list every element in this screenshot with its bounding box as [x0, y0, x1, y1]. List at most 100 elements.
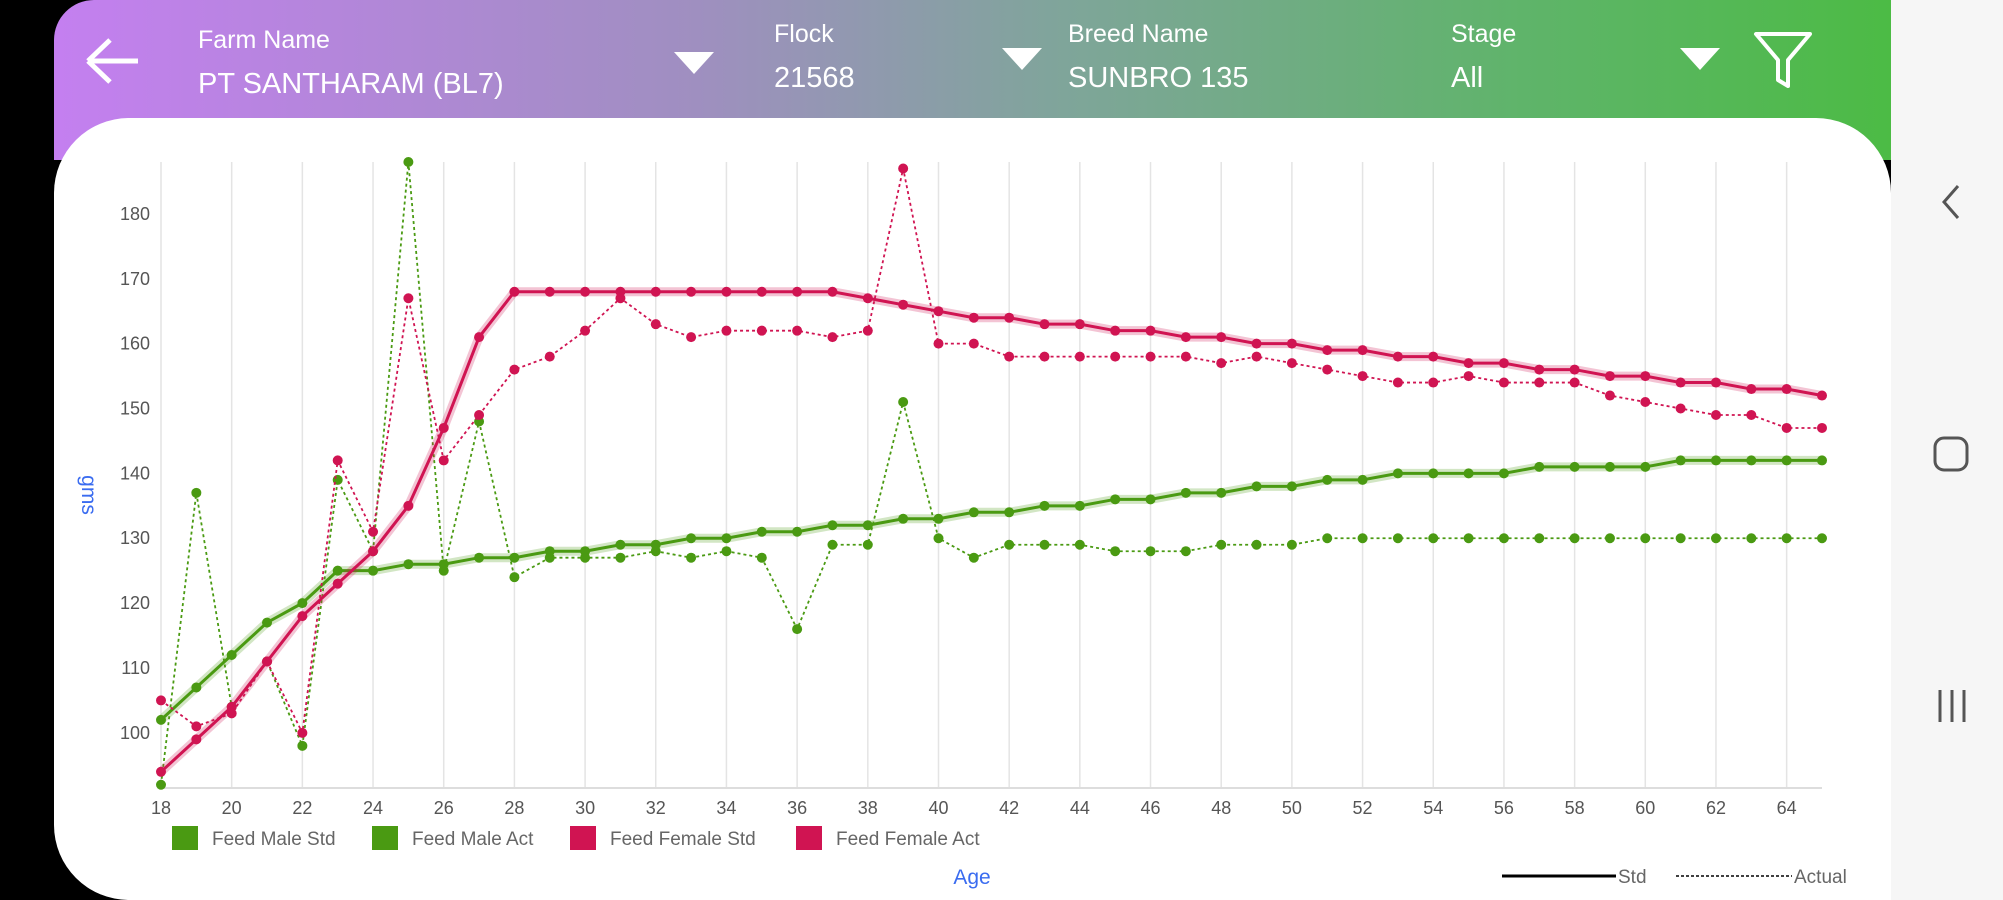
data-point: [1251, 539, 1262, 550]
series-line-feed-female-std: [159, 290, 1823, 773]
data-point: [368, 565, 379, 576]
data-point: [1463, 371, 1474, 382]
data-point: [1675, 403, 1686, 414]
data-point: [156, 766, 166, 777]
data-point: [1675, 377, 1686, 388]
x-tick-label: 22: [292, 798, 312, 818]
y-tick-label: 110: [121, 658, 150, 678]
data-point: [1392, 351, 1403, 362]
legend-swatch: [570, 826, 596, 850]
y-tick-label: 100: [120, 723, 150, 743]
y-tick-label: 170: [120, 269, 150, 289]
data-point: [1428, 533, 1439, 544]
y-tick-label: 120: [120, 593, 150, 613]
data-point: [721, 546, 732, 557]
data-point: [1746, 455, 1757, 466]
data-point: [1216, 487, 1227, 498]
x-tick-label: 28: [504, 798, 524, 818]
data-point: [226, 650, 237, 661]
back-arrow-icon[interactable]: [84, 36, 142, 86]
data-point: [1463, 468, 1474, 479]
data-point: [792, 526, 803, 537]
data-point: [1286, 338, 1297, 349]
data-point: [1074, 539, 1085, 550]
stage-value[interactable]: All: [1451, 62, 1484, 94]
x-tick-label: 62: [1706, 798, 1726, 818]
data-point: [1498, 533, 1509, 544]
data-point: [1534, 377, 1545, 388]
data-point: [1322, 345, 1333, 356]
data-point: [1216, 539, 1227, 550]
data-point: [862, 520, 873, 531]
data-point: [1392, 468, 1403, 479]
data-point: [1004, 539, 1015, 550]
data-point: [933, 513, 944, 524]
data-point: [756, 286, 767, 297]
data-point: [1357, 533, 1368, 544]
data-point: [1710, 377, 1721, 388]
y-tick-label: 160: [120, 334, 150, 354]
data-point: [1004, 351, 1015, 362]
data-point: [721, 286, 732, 297]
x-tick-label: 60: [1635, 798, 1655, 818]
farm-dropdown-caret-icon[interactable]: [674, 52, 714, 74]
data-point: [1039, 351, 1050, 362]
farm-name-value[interactable]: PT SANTHARAM (BL7): [198, 68, 504, 100]
x-tick-label: 44: [1070, 798, 1090, 818]
data-point: [1004, 312, 1015, 323]
nav-recents-icon[interactable]: [1932, 686, 1972, 726]
nav-back-icon[interactable]: [1938, 182, 1964, 222]
data-point: [1180, 487, 1191, 498]
data-point: [1498, 358, 1509, 369]
data-point: [1110, 546, 1121, 557]
data-point: [792, 624, 803, 635]
data-point: [1004, 507, 1015, 518]
data-point: [1357, 345, 1368, 356]
data-point: [686, 533, 697, 544]
breed-name-label: Breed Name: [1068, 20, 1209, 48]
data-point: [792, 325, 803, 336]
data-point: [1569, 377, 1580, 388]
stage-dropdown-caret-icon[interactable]: [1680, 48, 1720, 70]
data-point: [438, 455, 449, 466]
data-point: [297, 727, 308, 738]
data-point: [403, 293, 414, 304]
data-point: [1746, 384, 1757, 395]
nav-home-icon[interactable]: [1931, 434, 1971, 474]
data-point: [1145, 546, 1156, 557]
data-point: [968, 338, 979, 349]
actual-style-label: Actual: [1794, 867, 1847, 888]
data-point: [1039, 539, 1050, 550]
data-point: [898, 163, 909, 174]
data-point: [1216, 332, 1227, 343]
data-point: [1710, 533, 1721, 544]
data-point: [191, 721, 202, 732]
data-point: [615, 293, 626, 304]
flock-dropdown-caret-icon[interactable]: [1002, 48, 1042, 70]
flock-value[interactable]: 21568: [774, 62, 855, 94]
data-point: [1498, 468, 1509, 479]
data-point: [933, 338, 944, 349]
data-point: [191, 682, 202, 693]
data-point: [403, 500, 414, 511]
data-point: [827, 286, 838, 297]
data-point: [297, 611, 308, 622]
x-axis-label: Age: [953, 866, 990, 889]
data-point: [191, 487, 202, 498]
x-tick-label: 58: [1565, 798, 1585, 818]
filter-icon[interactable]: [1752, 30, 1814, 90]
data-point: [474, 332, 485, 343]
data-point: [1251, 481, 1262, 492]
data-point: [1640, 371, 1651, 382]
data-point: [721, 325, 732, 336]
x-tick-label: 26: [434, 798, 454, 818]
data-point: [827, 520, 838, 531]
data-point: [262, 617, 273, 628]
legend-label: Feed Male Act: [412, 829, 534, 850]
data-point: [968, 552, 979, 563]
x-tick-label: 56: [1494, 798, 1514, 818]
series-line-feed-male-std: [159, 458, 1822, 721]
legend-swatch: [172, 826, 198, 850]
data-point: [1604, 461, 1615, 472]
data-point: [332, 565, 343, 576]
